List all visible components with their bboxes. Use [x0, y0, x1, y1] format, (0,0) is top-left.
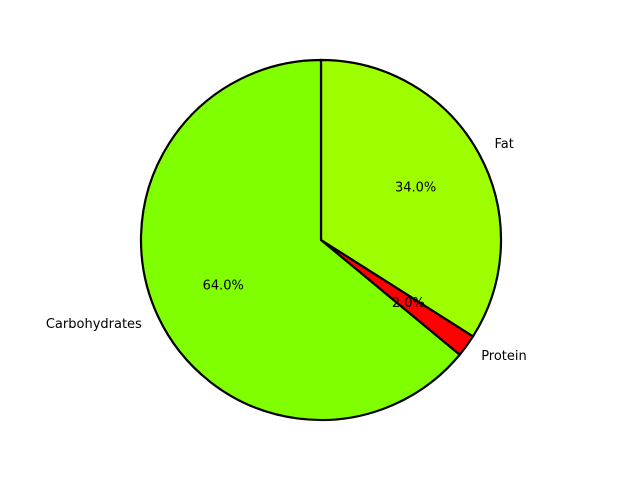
slice-percent-protein: 2.0%: [392, 296, 425, 311]
slice-label-fat: Fat: [495, 137, 514, 152]
slice-percent-fat: 34.0%: [395, 180, 436, 195]
slice-percent-carbohydrates: 64.0%: [203, 278, 244, 293]
pie-slice-carbohydrates: [139, 58, 462, 422]
slice-label-protein: Protein: [481, 349, 527, 364]
pie-slices: [139, 58, 503, 422]
pie-labels: Fat 34.0% Protein 2.0% Carbohydrates 64.0%: [46, 137, 527, 364]
slice-label-carbohydrates: Carbohydrates: [46, 317, 142, 332]
